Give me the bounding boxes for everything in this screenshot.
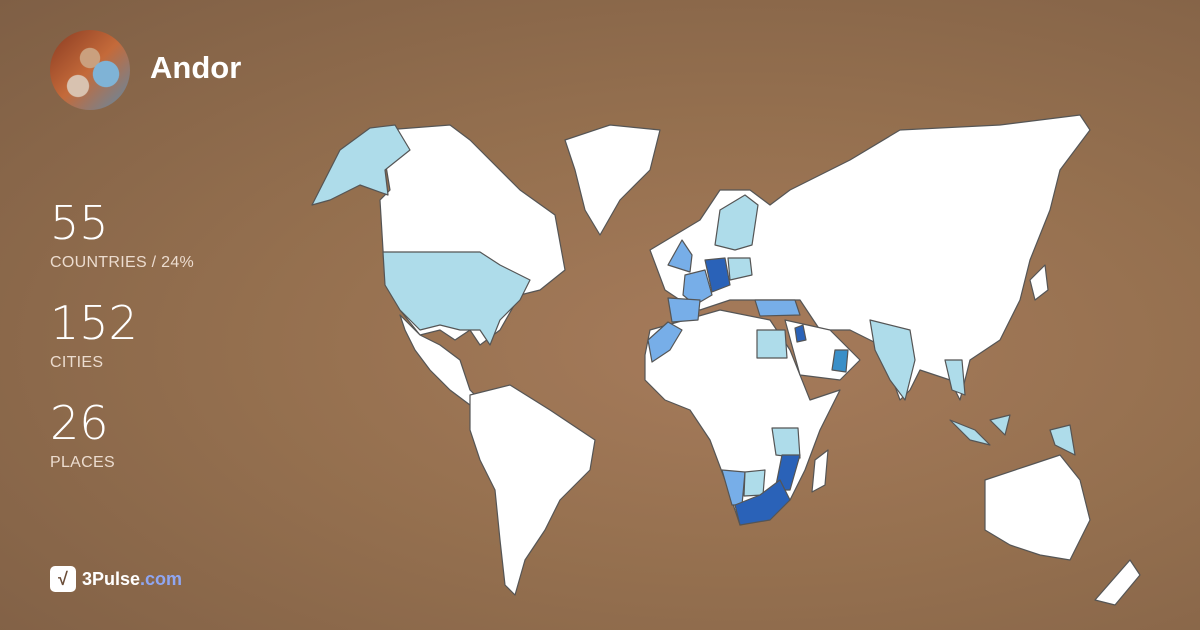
country-indonesia bbox=[949, 419, 991, 446]
pulse-logo-icon: √ bbox=[50, 566, 76, 592]
country-botswana bbox=[743, 469, 766, 497]
brand-tld: .com bbox=[140, 568, 183, 589]
country-spain bbox=[667, 297, 701, 323]
country-morocco bbox=[647, 321, 683, 363]
stat-cities: 152 CITIES bbox=[50, 300, 138, 372]
country-egypt bbox=[756, 329, 788, 359]
country-jordan bbox=[794, 324, 807, 343]
country-poland bbox=[727, 257, 753, 281]
profile-name: Andor bbox=[150, 50, 242, 85]
brand-text: 3Pulse.com bbox=[82, 569, 182, 590]
avatar bbox=[50, 30, 130, 110]
stat-label: COUNTRIES / 24% bbox=[50, 254, 195, 271]
country-thailand bbox=[944, 359, 966, 396]
brand-name: 3Pulse bbox=[82, 568, 141, 589]
country-south-africa bbox=[734, 479, 791, 526]
country-france bbox=[682, 269, 713, 306]
country-uk bbox=[667, 239, 693, 273]
country-germany bbox=[704, 257, 731, 293]
country-indonesia-2 bbox=[989, 414, 1011, 436]
country-namibia bbox=[721, 469, 746, 506]
country-madagascar bbox=[811, 449, 829, 493]
australia bbox=[984, 454, 1091, 561]
country-turkey bbox=[754, 299, 801, 317]
stat-label: CITIES bbox=[50, 354, 104, 371]
stat-places: 26 PLACES bbox=[50, 400, 115, 472]
country-india bbox=[869, 319, 916, 401]
stat-value: 55 bbox=[50, 196, 109, 250]
stat-value: 152 bbox=[50, 296, 138, 350]
country-scandinavia bbox=[714, 194, 759, 251]
south-america bbox=[469, 384, 596, 596]
country-tanzania bbox=[771, 427, 801, 459]
new-zealand bbox=[1094, 559, 1141, 606]
country-usa bbox=[382, 251, 531, 346]
greenland bbox=[564, 124, 661, 236]
stat-value: 26 bbox=[50, 396, 109, 450]
country-oman bbox=[831, 349, 849, 373]
brand-logo[interactable]: √ 3Pulse.com bbox=[50, 566, 182, 592]
stat-label: PLACES bbox=[50, 454, 115, 471]
country-png bbox=[1049, 424, 1076, 456]
japan bbox=[1029, 264, 1049, 301]
stat-countries: 55 COUNTRIES / 24% bbox=[50, 200, 194, 272]
country-alaska bbox=[311, 124, 411, 206]
